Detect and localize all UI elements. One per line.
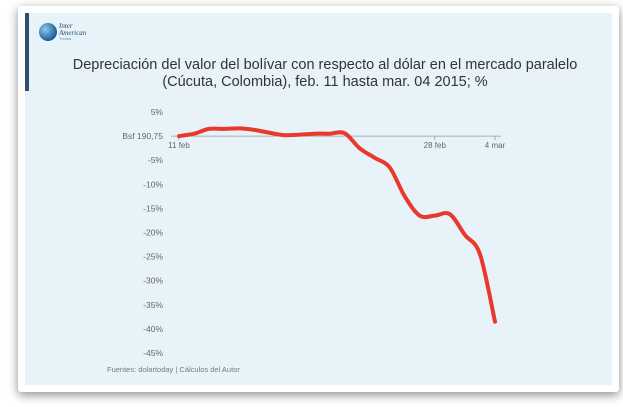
logo-line-3: Trends — [59, 36, 72, 41]
y-tick-label: -30% — [143, 276, 163, 286]
y-tick-label: -40% — [143, 324, 163, 334]
y-tick-label: -20% — [143, 228, 163, 238]
y-tick-label: -5% — [148, 155, 164, 165]
y-tick-label: -15% — [143, 203, 163, 213]
line-chart: 5% Bsf 190,75 -5% -10% -15% -20% -25% -30% -35% -… — [122, 107, 506, 358]
x-tick-label: 11 feb — [168, 141, 190, 150]
logo-line-1: Inter — [59, 22, 73, 30]
x-tick-label: 28 feb — [424, 141, 447, 150]
chart-title: Depreciación del valor del bolívar con r… — [72, 57, 578, 90]
chart-card: Inter American Trends Depreciación del v… — [18, 6, 619, 392]
logo-text: Inter American — [59, 23, 86, 36]
y-tick-label: -10% — [143, 179, 163, 189]
brand-logo: Inter American Trends — [39, 23, 99, 53]
y-tick-label: -25% — [143, 252, 163, 262]
globe-icon — [39, 23, 57, 41]
y-tick-label: Bsf 190,75 — [122, 131, 163, 141]
x-tick-label: 4 mar — [485, 141, 506, 150]
y-tick-label: -35% — [143, 300, 163, 310]
source-note: Fuentes: dolartoday | Cálculos del Autor — [107, 365, 240, 374]
accent-bar — [25, 13, 29, 91]
y-tick-label: 5% — [151, 107, 164, 117]
y-tick-label: -45% — [143, 348, 163, 358]
logo-line-2: American — [59, 28, 87, 37]
series-line — [177, 126, 497, 324]
